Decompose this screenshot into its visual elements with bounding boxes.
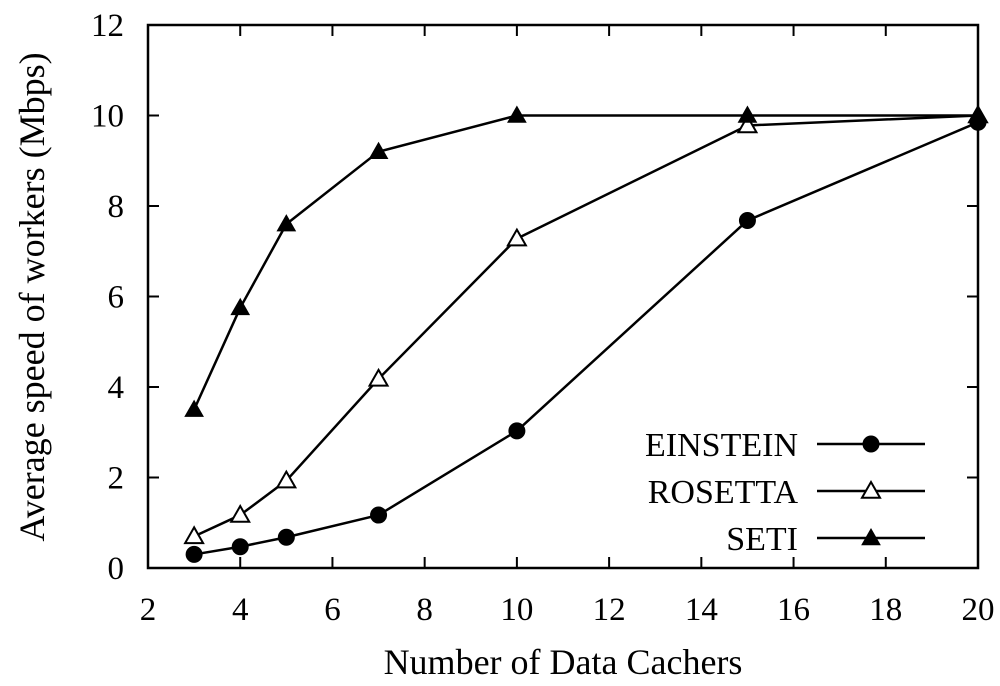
x-tick-label: 12 [593,592,626,628]
legend: EINSTEIN ROSETTA SETI [645,427,925,558]
data-point-einstein [508,422,526,440]
y-tick-label: 0 [108,551,125,587]
legend-label-seti: SETI [726,521,798,558]
data-point-einstein [185,545,203,563]
data-point-rosetta [367,367,390,387]
x-tick-label: 20 [962,592,995,628]
series-line-einstein [193,121,979,556]
x-axis-label: Number of Data Cachers [384,642,743,682]
y-tick-label: 12 [91,8,124,44]
legend-marker-seti [861,527,881,546]
data-point-seti [737,105,758,123]
data-point-rosetta [506,227,528,247]
data-point-rosetta [275,469,298,489]
x-tick-label: 2 [140,592,157,628]
series-line-rosetta [193,114,979,538]
y-tick-label: 8 [108,189,125,225]
data-point-seti [230,297,251,316]
data-point-seti [276,214,297,232]
series-line-seti [192,114,978,411]
x-tick-label: 6 [324,592,341,628]
legend-marker-einstein [862,435,880,453]
y-tick-label: 10 [91,99,124,135]
y-axis-label: Average speed of workers (Mbps) [12,52,52,541]
legend-marker-rosetta [860,479,882,499]
x-tick-label: 4 [232,592,249,628]
x-tick-label: 14 [685,592,718,628]
data-point-seti [184,399,204,417]
data-point-seti [368,141,389,159]
data-point-rosetta [736,114,759,134]
legend-label-rosetta: ROSETTA [648,474,799,511]
series-layer [183,104,989,563]
series-einstein [185,113,987,563]
x-tick-label: 18 [869,592,902,628]
data-point-einstein [370,506,388,524]
legend-label-einstein: EINSTEIN [645,427,798,464]
x-tick-label: 16 [777,592,810,628]
data-point-rosetta [229,504,251,523]
series-seti [184,105,988,417]
y-tick-label: 6 [108,280,125,316]
x-tick-label: 10 [500,592,533,628]
y-tick-label: 4 [108,370,125,406]
data-point-einstein [231,538,249,556]
x-tick-label: 8 [416,592,433,628]
data-point-seti [507,105,527,123]
data-point-einstein [277,528,295,546]
data-point-seti [968,105,988,123]
y-tick-label: 2 [108,461,125,497]
data-point-rosetta [183,525,205,545]
data-point-einstein [738,211,756,229]
plot-frame [146,23,980,570]
series-rosetta [183,104,989,545]
